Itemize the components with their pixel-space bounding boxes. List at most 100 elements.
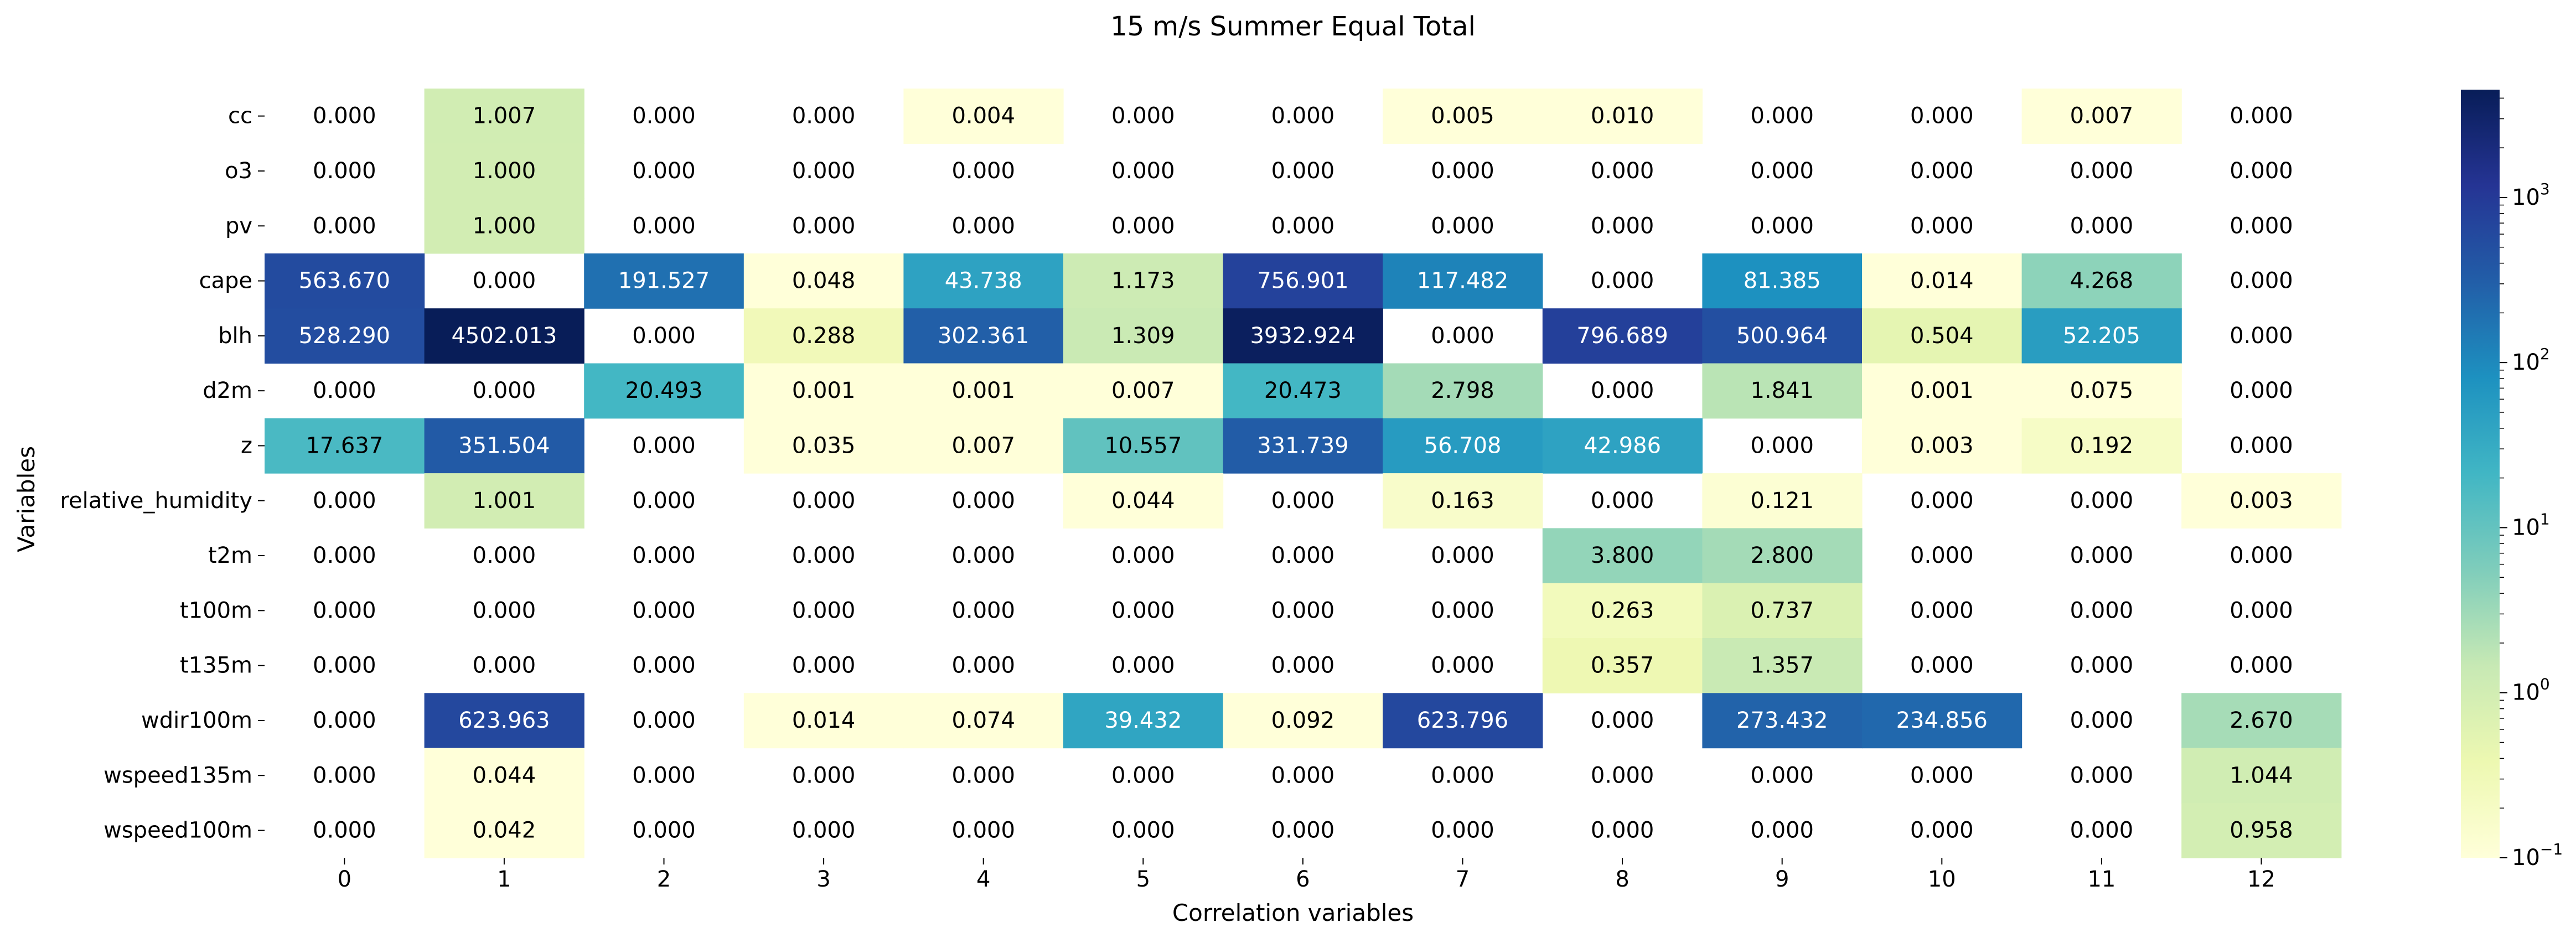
heatmap-cell-cape-2	[584, 253, 744, 309]
cell-value-label: 0.001	[1910, 378, 1974, 403]
heatmap-cell-o3-1	[424, 143, 584, 199]
cell-value-label: 0.003	[2230, 488, 2293, 514]
y-tick-label: wspeed135m	[104, 763, 252, 788]
heatmap-cell-d2m-5	[1063, 363, 1224, 419]
cell-value-label: 0.000	[1910, 653, 1974, 678]
cell-value-label: 2.670	[2230, 708, 2293, 733]
x-axis-title: Correlation variables	[1172, 899, 1414, 926]
cell-value-label: 0.000	[473, 378, 536, 403]
heatmap-cell-cape-5	[1063, 253, 1224, 309]
cell-value-label: 1.841	[1750, 378, 1814, 403]
colorbar-tick-label: 100	[2512, 675, 2550, 706]
cell-value-label: 0.000	[313, 598, 376, 623]
heatmap-cell-blh-0	[265, 308, 425, 364]
y-axis-title: Variables	[13, 446, 40, 552]
cell-value-label: 0.000	[1910, 598, 1974, 623]
heatmap-cell-blh-5	[1063, 308, 1224, 364]
cell-value-label: 0.000	[2070, 543, 2134, 568]
heatmap-cell-blh-1	[424, 308, 584, 364]
heatmap-cell-cc-1	[424, 89, 584, 144]
cell-value-label: 0.014	[1910, 268, 1974, 294]
cell-value-label: 0.000	[313, 103, 376, 129]
cell-value-label: 0.000	[1431, 543, 1494, 568]
y-tick-label: t135m	[180, 653, 252, 678]
cell-value-label: 0.000	[951, 598, 1015, 623]
cell-value-label: 0.000	[2230, 598, 2293, 623]
cell-value-label: 0.000	[1910, 158, 1974, 184]
cell-value-label: 0.000	[2230, 653, 2293, 678]
y-tick-label: cc	[228, 103, 252, 129]
heatmap-cell-z-3	[743, 418, 904, 474]
cell-value-label: 0.000	[1910, 543, 1974, 568]
colorbar-tick-label: 103	[2512, 179, 2550, 210]
cell-value-label: 0.000	[1111, 158, 1175, 184]
cell-value-label: 20.473	[1264, 378, 1342, 403]
colorbar-tick-label: 101	[2512, 510, 2550, 541]
cell-value-label: 42.986	[1584, 433, 1661, 458]
cell-value-label: 0.000	[1431, 323, 1494, 349]
cell-value-label: 0.121	[1750, 488, 1814, 514]
cell-value-label: 331.739	[1257, 433, 1348, 458]
cell-value-label: 0.001	[792, 378, 856, 403]
cell-value-label: 0.000	[2230, 323, 2293, 349]
heatmap-cell-cape-9	[1702, 253, 1863, 309]
x-tick-label: 12	[2247, 867, 2275, 892]
cell-value-label: 0.074	[951, 708, 1015, 733]
cell-value-label: 0.000	[1750, 818, 1814, 843]
cell-value-label: 563.670	[299, 268, 390, 294]
cell-value-label: 43.738	[945, 268, 1022, 294]
cell-value-label: 0.357	[1591, 653, 1654, 678]
heatmap-cell-cc-8	[1542, 89, 1703, 144]
heatmap-cell-relative_humidity-12	[2181, 473, 2342, 529]
x-tick-label: 1	[497, 867, 511, 892]
colorbar-gradient	[2461, 90, 2500, 858]
heatmap-cell-cc-4	[903, 89, 1064, 144]
cell-value-label: 0.075	[2070, 378, 2134, 403]
y-tick-label: pv	[225, 213, 252, 239]
heatmap-cell-blh-11	[2021, 308, 2182, 364]
cell-value-label: 0.000	[313, 708, 376, 733]
colorbar: 10−1 100 101 102 103	[2461, 90, 2563, 871]
cell-value-label: 0.000	[1271, 543, 1335, 568]
cell-value-label: 0.000	[1910, 488, 1974, 514]
cell-value-label: 0.000	[2070, 488, 2134, 514]
cell-value-label: 0.000	[632, 158, 696, 184]
cell-value-label: 0.000	[2230, 213, 2293, 239]
heatmap-cell-wdir100m-4	[903, 693, 1064, 749]
cell-value-label: 0.000	[1591, 818, 1654, 843]
cell-value-label: 0.000	[792, 488, 856, 514]
x-tick-label: 0	[338, 867, 351, 892]
cell-value-label: 1.000	[473, 158, 536, 184]
cell-value-label: 0.000	[313, 543, 376, 568]
cell-value-label: 1.007	[473, 103, 536, 129]
cell-value-label: 0.048	[792, 268, 856, 294]
heatmap-cell-d2m-6	[1223, 363, 1383, 419]
cell-value-label: 0.000	[473, 598, 536, 623]
cell-value-label: 0.000	[1591, 488, 1654, 514]
cell-value-label: 0.007	[951, 433, 1015, 458]
cell-value-label: 1.357	[1750, 653, 1814, 678]
cell-value-label: 4.268	[2070, 268, 2134, 294]
heatmap-cell-wdir100m-1	[424, 693, 584, 749]
x-tick-label: 11	[2087, 867, 2115, 892]
y-tick-label: wspeed100m	[104, 818, 252, 843]
cell-value-label: 0.000	[1750, 213, 1814, 239]
cell-value-label: 56.708	[1424, 433, 1502, 458]
cell-value-label: 0.000	[1910, 818, 1974, 843]
heatmap-cell-cape-7	[1383, 253, 1543, 309]
cell-value-label: 0.007	[2070, 103, 2134, 129]
cell-value-label: 0.001	[951, 378, 1015, 403]
cell-value-label: 0.000	[1111, 213, 1175, 239]
cell-value-label: 0.000	[632, 653, 696, 678]
cell-value-label: 39.432	[1104, 708, 1182, 733]
heatmap-cell-z-10	[1862, 418, 2022, 474]
cell-value-label: 0.000	[1910, 103, 1974, 129]
cell-value-label: 0.005	[1431, 103, 1494, 129]
y-tick-label: cape	[199, 268, 252, 294]
cell-value-label: 0.000	[1591, 378, 1654, 403]
heatmap-cell-cape-11	[2021, 253, 2182, 309]
cell-value-label: 0.000	[473, 543, 536, 568]
cell-value-label: 0.000	[2230, 378, 2293, 403]
cell-value-label: 0.000	[1431, 598, 1494, 623]
cell-value-label: 0.000	[473, 653, 536, 678]
